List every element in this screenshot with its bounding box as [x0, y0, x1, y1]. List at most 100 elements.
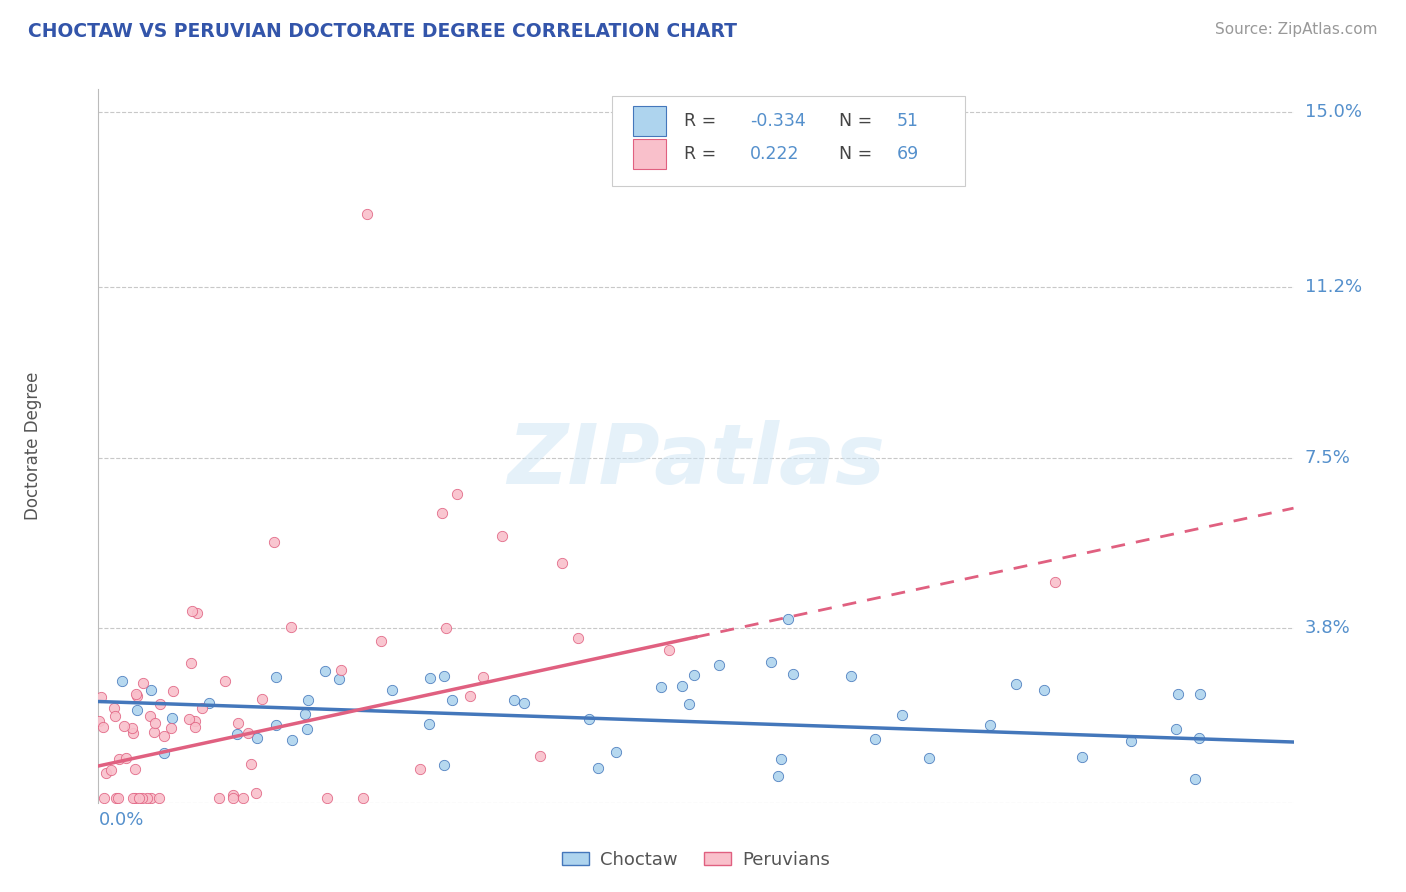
Point [865, 732, 887, 747]
Point [238, 725, 260, 739]
Point [93, 791, 115, 805]
Point [1119, 734, 1142, 748]
Point [186, 606, 208, 620]
Text: 7.5%: 7.5% [1305, 449, 1351, 467]
Point [148, 791, 170, 805]
Point [190, 700, 212, 714]
Text: ZIPatlas: ZIPatlas [508, 420, 884, 500]
Point [128, 791, 150, 805]
Point [124, 763, 146, 777]
Point [131, 791, 153, 805]
Point [132, 676, 155, 690]
Point [1184, 772, 1206, 786]
Point [139, 791, 162, 805]
Point [408, 762, 430, 776]
Point [108, 752, 131, 766]
Text: 51: 51 [897, 112, 918, 129]
Text: 15.0%: 15.0% [1305, 103, 1361, 121]
Point [107, 791, 129, 805]
Point [239, 757, 262, 772]
Point [1043, 574, 1066, 589]
Point [550, 557, 572, 571]
Point [707, 658, 730, 673]
Point [112, 719, 135, 733]
Point [280, 620, 302, 634]
Text: Doctorate Degree: Doctorate Degree [24, 372, 42, 520]
Point [294, 706, 316, 721]
Point [103, 701, 125, 715]
Point [314, 664, 336, 678]
Point [111, 673, 134, 688]
Point [281, 732, 304, 747]
Point [328, 673, 350, 687]
Point [370, 633, 392, 648]
Bar [633, 105, 666, 136]
Point [246, 731, 269, 746]
Point [678, 697, 700, 711]
Text: R =: R = [685, 145, 716, 163]
Point [226, 716, 249, 731]
Point [139, 709, 162, 723]
Point [104, 708, 127, 723]
Point [446, 487, 468, 501]
Point [153, 746, 176, 760]
Point [1070, 749, 1092, 764]
Point [918, 751, 941, 765]
Point [419, 672, 441, 686]
Point [222, 789, 245, 803]
Point [162, 711, 184, 725]
Point [979, 718, 1001, 732]
Point [183, 714, 205, 729]
Point [329, 663, 352, 677]
Point [141, 683, 163, 698]
Point [207, 791, 229, 805]
Point [264, 718, 287, 732]
Point [222, 791, 245, 805]
Text: N =: N = [839, 145, 873, 163]
FancyBboxPatch shape [612, 96, 965, 186]
Text: Source: ZipAtlas.com: Source: ZipAtlas.com [1215, 22, 1378, 37]
Point [100, 763, 122, 777]
Point [671, 679, 693, 693]
Point [605, 745, 627, 759]
Point [529, 749, 551, 764]
Text: -0.334: -0.334 [749, 112, 806, 129]
Point [127, 690, 149, 704]
Point [434, 621, 457, 635]
Point [181, 604, 204, 618]
Point [160, 721, 183, 735]
Point [491, 529, 513, 543]
Point [650, 680, 672, 694]
Text: R =: R = [685, 112, 716, 129]
Point [245, 787, 267, 801]
Bar [633, 139, 666, 169]
Point [135, 791, 157, 805]
Point [263, 535, 285, 549]
Point [418, 717, 440, 731]
Point [1188, 687, 1211, 701]
Point [891, 708, 914, 723]
Point [232, 791, 254, 805]
Point [578, 712, 600, 726]
Text: 0.222: 0.222 [749, 145, 799, 163]
Point [143, 716, 166, 731]
Point [381, 682, 404, 697]
Point [353, 791, 375, 805]
Point [121, 721, 143, 735]
Point [180, 656, 202, 670]
Point [430, 506, 453, 520]
Point [658, 642, 681, 657]
Point [839, 669, 862, 683]
Point [250, 692, 273, 706]
Text: 11.2%: 11.2% [1305, 278, 1362, 296]
Point [214, 673, 236, 688]
Point [184, 720, 207, 734]
Point [153, 729, 176, 743]
Point [124, 791, 146, 805]
Point [125, 687, 148, 701]
Point [1164, 722, 1187, 736]
Point [198, 697, 221, 711]
Text: CHOCTAW VS PERUVIAN DOCTORATE DEGREE CORRELATION CHART: CHOCTAW VS PERUVIAN DOCTORATE DEGREE COR… [28, 22, 737, 41]
Point [782, 667, 804, 681]
Point [264, 670, 287, 684]
